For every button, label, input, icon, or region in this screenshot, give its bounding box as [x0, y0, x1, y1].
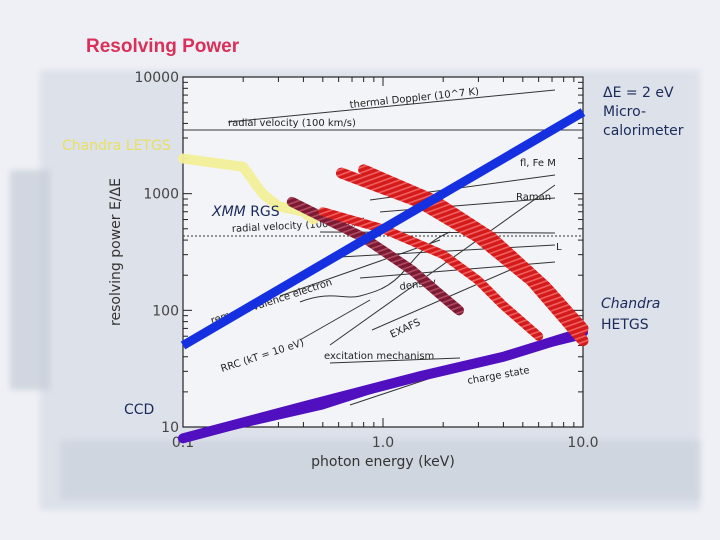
y-axis-label: resolving power E/ΔE: [108, 178, 124, 326]
annotation-l: L: [556, 242, 562, 253]
x-tick-label: 1.0: [372, 435, 394, 451]
label-microcal-line1: ΔE = 2 eV: [603, 85, 674, 101]
series-microcal: [180, 108, 586, 350]
y-tick-label: 100: [152, 303, 179, 319]
x-axis-label: photon energy (keV): [311, 454, 455, 470]
series-hetgs: [178, 327, 588, 444]
label-chandra-letgs: Chandra LETGS: [62, 138, 171, 154]
label-microcal-line2: Micro-: [603, 104, 646, 120]
label-hetgs-chandra: Chandra: [601, 296, 661, 312]
slide-title: Resolving Power: [86, 36, 240, 57]
label-xmm-italic: XMM: [212, 204, 246, 220]
y-tick-label: 10000: [134, 70, 179, 86]
label-hetgs-line1: Chandra: [601, 294, 711, 315]
annotation-radial-velocity-100: radial velocity (100 km/s): [228, 118, 356, 129]
label-ccd: CCD: [124, 402, 155, 418]
annotation-fl-fe-m: fl, Fe M: [520, 158, 556, 169]
series-rgs-dark: [286, 196, 465, 316]
label-microcalorimeter: ΔE = 2 eV Micro- calorimeter: [603, 84, 713, 141]
annotation-excitation-mechanism: excitation mechanism: [324, 351, 434, 362]
series-heg-b: [358, 164, 589, 334]
label-chandra-hetgs: Chandra HETGS: [601, 294, 711, 336]
label-xmm-rgs: XMM RGS: [212, 204, 280, 220]
annotation-raman: Raman: [516, 192, 551, 203]
y-tick-label: 10: [161, 420, 179, 436]
label-xmm-rest: RGS: [245, 204, 280, 220]
x-tick-label: 10.0: [567, 435, 598, 451]
label-hetgs-line2: HETGS: [601, 317, 649, 333]
series-layer: [178, 108, 589, 444]
label-microcal-line3: calorimeter: [603, 123, 684, 139]
series-heg-a: [335, 167, 589, 347]
y-tick-label: 1000: [143, 187, 179, 203]
series-meg: [318, 207, 544, 341]
